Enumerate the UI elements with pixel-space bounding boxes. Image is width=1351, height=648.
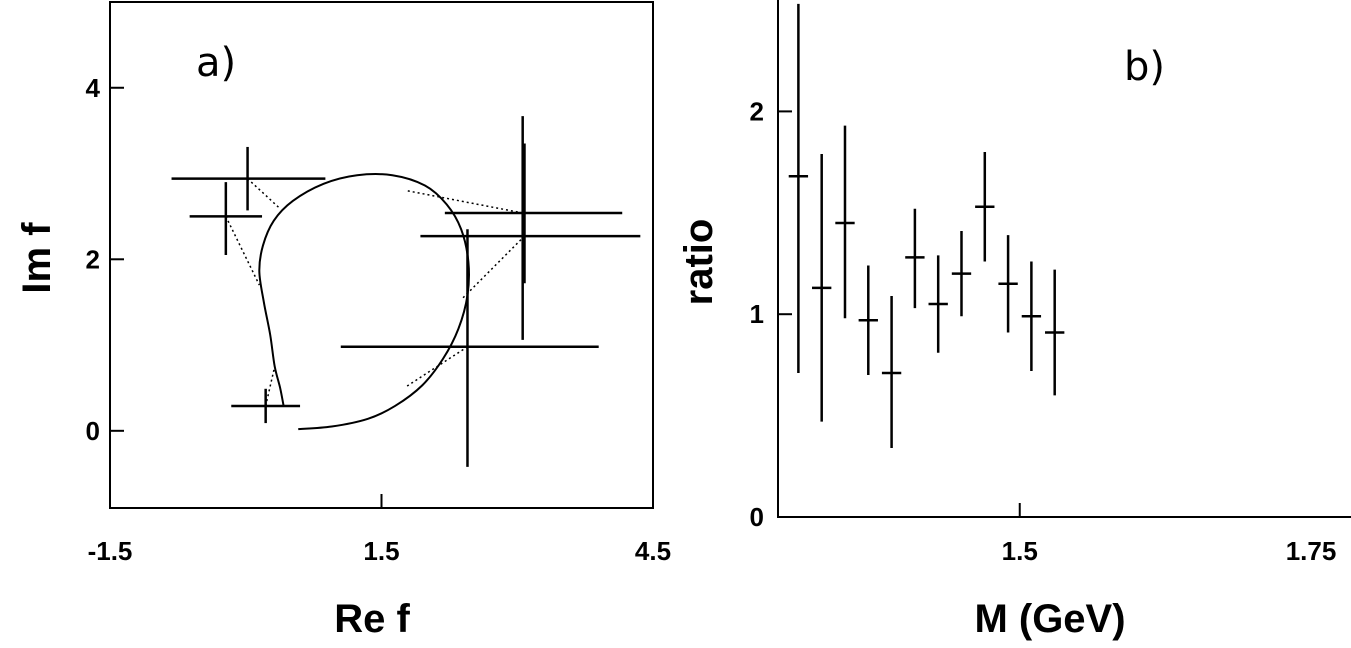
- panel-b-xlabel: M (GeV): [974, 597, 1125, 641]
- panel-b-ylabel: ratio: [677, 219, 721, 306]
- data-point: [905, 208, 925, 309]
- panel-a: a) -1.5 1.5 4.5 0 2 4 Re f Im f: [15, 1, 672, 641]
- x-tick-label: 1.75: [1286, 536, 1337, 566]
- data-point: [444, 116, 623, 340]
- data-point: [1045, 269, 1065, 396]
- panel-a-ticks: -1.5 1.5 4.5 0 2 4: [86, 73, 672, 566]
- panel-a-xlabel: Re f: [334, 597, 410, 641]
- panel-a-ylabel: Im f: [15, 222, 59, 294]
- x-tick-label: 4.5: [635, 536, 671, 566]
- connector-line: [264, 366, 276, 407]
- data-point: [975, 151, 995, 262]
- connector-line: [225, 216, 260, 286]
- panel-b-label: b): [1124, 44, 1165, 90]
- panel-a-frame: [109, 1, 654, 509]
- panel-a-label: a): [196, 40, 236, 86]
- y-tick-label: 0: [86, 416, 100, 446]
- y-tick-label: 0: [750, 502, 764, 532]
- data-point: [881, 295, 902, 449]
- data-point: [928, 255, 948, 353]
- data-point: [340, 229, 599, 467]
- data-point: [231, 388, 301, 424]
- data-point: [420, 143, 641, 284]
- data-point: [189, 182, 263, 255]
- connector-line: [247, 178, 281, 210]
- panel-b-points: [788, 3, 1065, 449]
- panel-b-ticks: 1.5 1.75 0 1 2: [750, 96, 1337, 566]
- data-point: [812, 153, 832, 422]
- connector-line: [462, 235, 526, 299]
- panel-a-points: [171, 116, 641, 467]
- panel-a-model-curve: [258, 173, 470, 431]
- data-point: [171, 146, 326, 211]
- data-point: [835, 125, 855, 319]
- y-tick-label: 2: [750, 96, 764, 126]
- x-tick-label: 1.5: [363, 536, 399, 566]
- y-tick-label: 1: [750, 299, 764, 329]
- y-tick-label: 4: [86, 73, 101, 103]
- y-tick-label: 2: [86, 244, 100, 274]
- data-point: [951, 231, 972, 317]
- panel-b-axes: [777, 0, 1351, 518]
- x-tick-label: -1.5: [88, 536, 133, 566]
- data-point: [788, 3, 809, 374]
- data-point: [1021, 261, 1042, 371]
- connector-line: [406, 189, 523, 214]
- panel-b: b) 1.5 1.75 0 1 2 M (GeV) ratio: [677, 0, 1351, 641]
- x-tick-label: 1.5: [1002, 536, 1038, 566]
- data-point: [998, 235, 1018, 333]
- data-point: [858, 265, 878, 376]
